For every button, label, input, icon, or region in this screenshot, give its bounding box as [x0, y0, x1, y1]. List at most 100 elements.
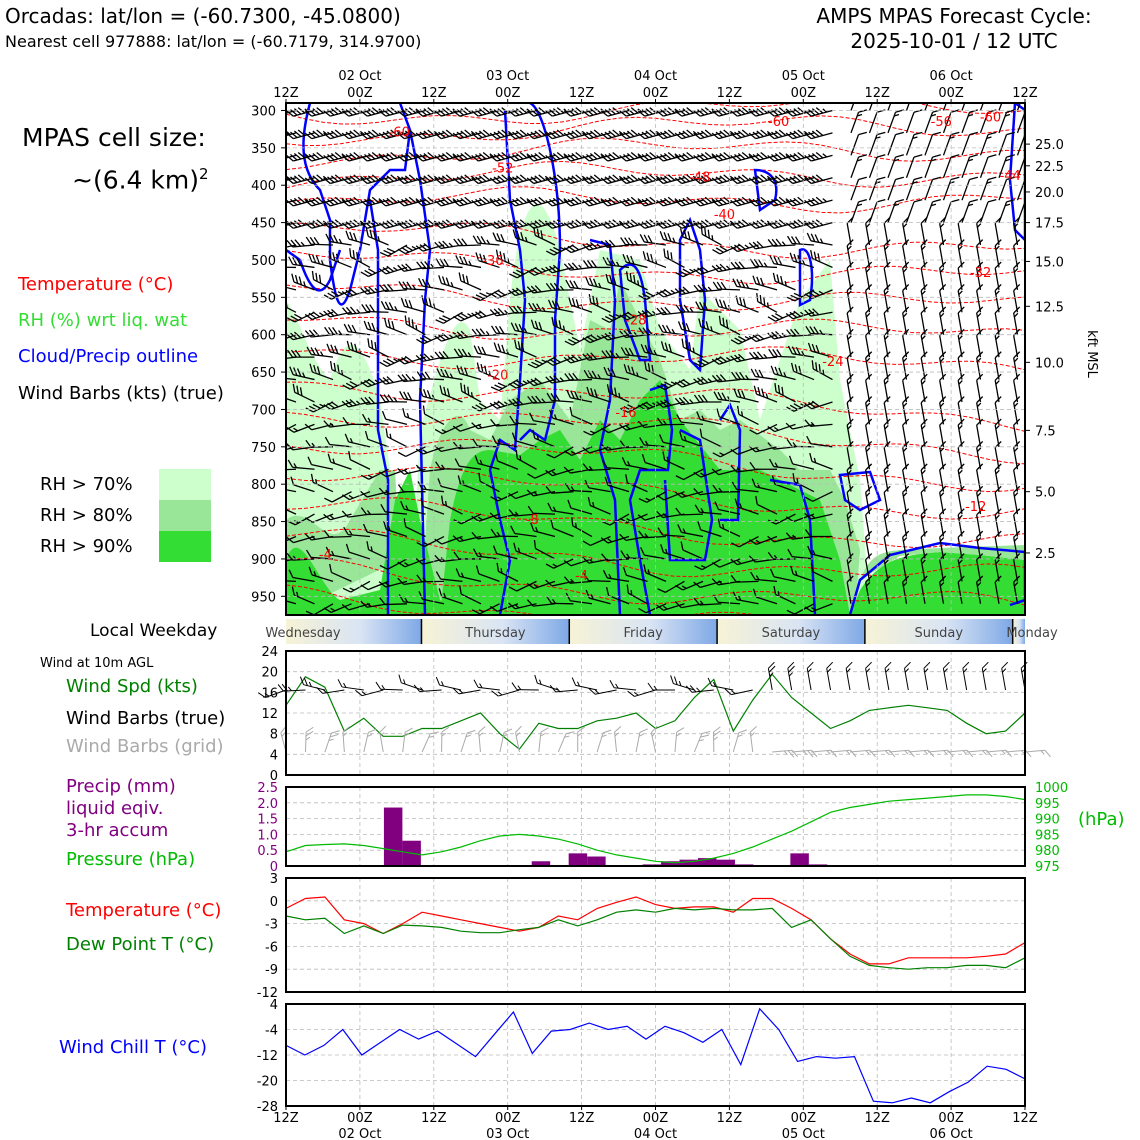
wind-barb — [472, 438, 500, 448]
barb-flag — [552, 220, 561, 227]
wind-barb — [397, 446, 426, 458]
barb-staff — [403, 580, 426, 586]
barb-staff — [286, 468, 297, 471]
barb-flag — [987, 154, 997, 158]
wind-barb — [323, 530, 352, 538]
barb-staff — [681, 421, 704, 426]
barb-flag — [571, 354, 579, 362]
wind-barb — [961, 176, 978, 201]
barb-flag — [286, 222, 294, 229]
barb-flag — [415, 222, 424, 229]
time-tick-label: 12Z — [1012, 1111, 1038, 1126]
barb-flag — [641, 293, 651, 299]
wind-barb — [994, 418, 1002, 447]
barb-flag — [778, 151, 787, 159]
barb-flag — [556, 174, 565, 181]
barb-flag — [509, 273, 518, 279]
barb-flag — [645, 309, 653, 316]
wind-barb — [286, 151, 315, 162]
barb-flag — [628, 347, 635, 356]
barb-flag — [865, 261, 873, 269]
barb-flag — [423, 353, 431, 361]
barb-flag — [404, 315, 407, 325]
barb-flag — [856, 113, 863, 117]
wind-barb — [730, 129, 759, 140]
wind-barb — [939, 485, 947, 515]
barb-flag — [790, 362, 795, 372]
barb-flag — [286, 132, 294, 140]
barb-flag — [875, 136, 881, 140]
wind-barb — [530, 522, 556, 538]
barb-flag — [682, 130, 690, 138]
time-tick-label: 00Z — [347, 86, 373, 101]
wind-barb — [526, 377, 556, 387]
barb-flag — [701, 394, 709, 403]
barb-flag — [526, 108, 532, 113]
barb-flag — [939, 530, 947, 538]
barb-flag — [464, 151, 472, 159]
wind-barb — [508, 491, 537, 500]
barb-flag — [994, 463, 1002, 471]
barb-flag — [678, 154, 687, 161]
barb-flag — [449, 373, 454, 379]
barb-staff — [635, 732, 641, 753]
barb-flag — [976, 239, 984, 247]
barb-staff — [920, 447, 926, 470]
barb-flag — [348, 451, 351, 460]
barb-flag — [1013, 537, 1019, 542]
barb-flag — [364, 154, 372, 161]
wind-barb — [528, 302, 556, 313]
barb-flag — [692, 175, 698, 180]
barb-flag — [551, 316, 555, 326]
barb-flag — [608, 573, 612, 579]
barb-flag — [489, 132, 498, 140]
barb-flag — [804, 132, 812, 140]
barb-flag — [757, 259, 764, 268]
wind-barb — [976, 351, 984, 380]
barb-flag — [312, 130, 320, 138]
barb-staff — [830, 749, 851, 753]
barb-flag — [308, 312, 317, 319]
barb-flag — [774, 383, 777, 392]
wind-barb — [383, 317, 408, 336]
barb-flag — [682, 197, 690, 205]
barb-flag — [386, 130, 394, 138]
barb-flag — [367, 197, 376, 205]
barb-flag — [958, 559, 963, 565]
barb-flag — [697, 109, 705, 116]
barb-flag — [364, 286, 372, 294]
barb-flag — [305, 407, 314, 413]
barb-flag — [319, 403, 325, 408]
barb-flag — [293, 175, 302, 182]
barb-flag — [305, 439, 312, 448]
barb-flag — [623, 313, 631, 319]
barb-flag — [976, 261, 984, 269]
barb-flag — [756, 197, 764, 205]
barb-flag — [323, 222, 331, 229]
barb-staff — [736, 488, 759, 493]
barb-flag — [257, 692, 266, 698]
barb-flag — [530, 131, 539, 139]
weekday-bar: Wednesday Thursday Friday Saturday Sunday Mon… — [265, 619, 1058, 644]
barb-flag — [646, 252, 650, 262]
barb-flag — [719, 197, 727, 205]
barb-flag — [489, 155, 498, 162]
barb-flag — [593, 389, 598, 398]
wind-barb — [902, 396, 910, 425]
barb-flag — [625, 474, 629, 483]
wind-barb — [325, 546, 352, 560]
wind-barb — [416, 334, 445, 345]
wind-barb-grid — [379, 725, 387, 753]
wind-barb — [638, 491, 667, 503]
barb-flag — [304, 517, 313, 523]
wind-barb — [360, 151, 389, 162]
wind-barb — [324, 491, 352, 503]
barb-flag — [328, 738, 334, 742]
barb-flag — [768, 458, 775, 467]
barb-flag — [771, 154, 779, 161]
barb-flag — [705, 321, 710, 330]
wind-barb-grid — [304, 726, 314, 753]
barb-flag — [471, 406, 480, 412]
barb-flag — [404, 245, 413, 252]
barb-flag — [360, 507, 368, 515]
